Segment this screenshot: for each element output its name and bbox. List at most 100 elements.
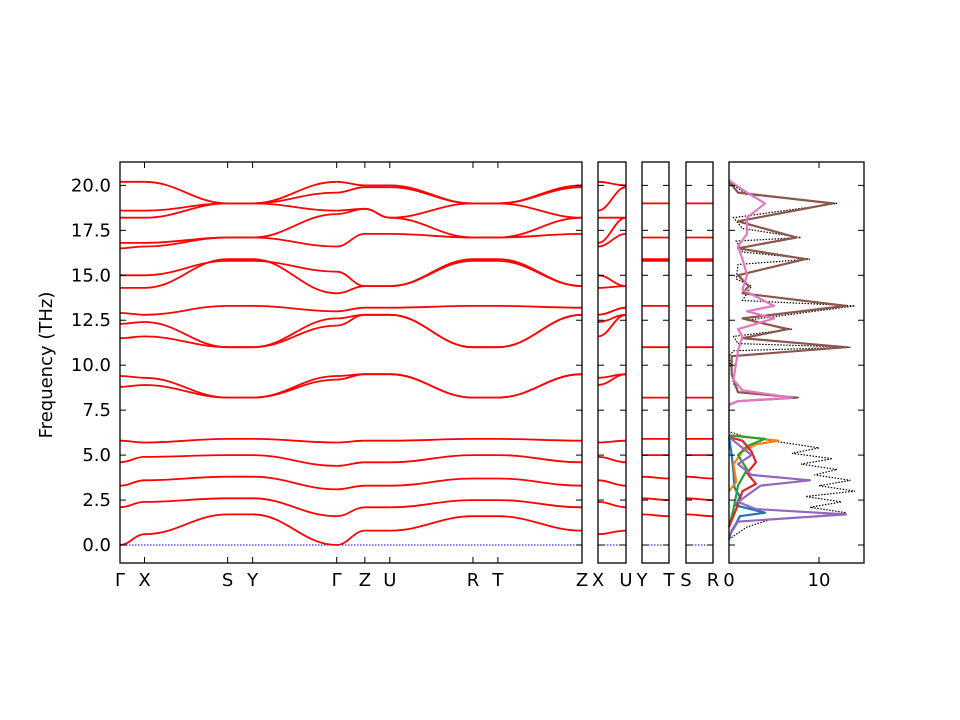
band-line bbox=[144, 376, 228, 399]
y-tick-label: 2.5 bbox=[82, 490, 111, 511]
x-tick-label: Γ bbox=[332, 570, 342, 591]
band-line bbox=[497, 477, 583, 487]
band-line bbox=[144, 513, 228, 536]
band-line bbox=[597, 306, 627, 316]
x-tick-label: Y bbox=[246, 570, 259, 591]
panel-5: 0 10 bbox=[723, 161, 865, 591]
x-tick-label: Z bbox=[576, 570, 588, 591]
band-line bbox=[144, 305, 228, 316]
panel-frame bbox=[728, 161, 865, 564]
band-line bbox=[597, 456, 627, 464]
band-line bbox=[119, 533, 145, 546]
y-tick-label: 5.0 bbox=[82, 445, 111, 466]
band-line bbox=[497, 184, 583, 205]
x-tick-label: S bbox=[222, 570, 233, 591]
band-line bbox=[497, 438, 583, 442]
band-line bbox=[389, 313, 474, 349]
x-tick-label: U bbox=[383, 570, 396, 591]
band-line bbox=[119, 312, 145, 316]
band-line bbox=[336, 180, 365, 187]
band-line bbox=[252, 324, 337, 349]
band-line bbox=[144, 454, 228, 458]
y-tick-label: 7.5 bbox=[82, 400, 111, 421]
band-line bbox=[336, 207, 365, 212]
band-line bbox=[144, 258, 228, 289]
band-line bbox=[336, 285, 365, 295]
band-line bbox=[497, 313, 583, 349]
band-line bbox=[597, 274, 627, 287]
band-line bbox=[389, 184, 474, 205]
band-line bbox=[497, 499, 583, 509]
band-line bbox=[336, 484, 365, 491]
y-tick-label: 12.5 bbox=[71, 310, 111, 331]
band-line bbox=[597, 501, 627, 509]
band-line bbox=[119, 245, 145, 250]
band-line bbox=[119, 479, 145, 487]
band-line bbox=[597, 373, 627, 379]
band-line bbox=[685, 513, 714, 518]
band-line bbox=[389, 216, 474, 239]
dos-projection-line bbox=[728, 181, 848, 406]
band-line bbox=[389, 477, 474, 487]
band-line bbox=[336, 529, 366, 546]
band-line bbox=[252, 305, 337, 313]
band-line bbox=[252, 375, 337, 399]
band-line bbox=[252, 260, 337, 273]
band-line bbox=[336, 439, 365, 444]
x-tick-label: 0 bbox=[723, 570, 734, 591]
panel-frame bbox=[597, 161, 627, 564]
band-line bbox=[597, 479, 627, 487]
band-line bbox=[597, 180, 627, 187]
x-tick-label: T bbox=[663, 570, 676, 591]
band-line bbox=[597, 186, 627, 212]
x-tick-label: Z bbox=[359, 570, 371, 591]
band-line bbox=[144, 497, 228, 503]
band-line bbox=[336, 461, 365, 467]
band-line bbox=[497, 305, 583, 309]
band-line bbox=[597, 439, 627, 444]
band-line bbox=[119, 384, 145, 388]
band-line bbox=[389, 454, 474, 464]
x-tick-label: R bbox=[467, 570, 480, 591]
band-line bbox=[597, 233, 627, 248]
band-line bbox=[364, 207, 390, 219]
panel-frame bbox=[685, 161, 714, 564]
band-line bbox=[252, 317, 337, 349]
band-line bbox=[389, 499, 474, 509]
band-line bbox=[497, 202, 583, 219]
band-line bbox=[144, 475, 228, 482]
band-line bbox=[252, 202, 337, 212]
panel-1: Γ X S Y Γ Z U R T Z0.02.55.07.510.012.515.017.520… bbox=[71, 161, 588, 591]
y-tick-label: 17.5 bbox=[71, 220, 111, 241]
y-tick-label: 0.0 bbox=[82, 535, 111, 556]
band-line bbox=[336, 306, 365, 313]
band-line bbox=[641, 513, 670, 518]
band-line bbox=[252, 497, 337, 518]
x-tick-label: X bbox=[138, 570, 150, 591]
band-line bbox=[497, 260, 583, 287]
band-line bbox=[497, 373, 583, 399]
band-line bbox=[252, 475, 337, 491]
band-line bbox=[119, 321, 145, 325]
x-tick-label: Y bbox=[636, 570, 649, 591]
band-line bbox=[252, 236, 337, 248]
band-line bbox=[252, 454, 337, 467]
band-line bbox=[336, 313, 365, 320]
band-line bbox=[389, 260, 474, 287]
band-line bbox=[144, 438, 228, 444]
x-tick-label: Γ bbox=[115, 570, 125, 591]
panels-layer: Γ X S Y Γ Z U R T Z0.02.55.07.510.012.515.017.520… bbox=[71, 161, 865, 591]
panel-frame bbox=[119, 161, 583, 564]
band-line bbox=[119, 335, 145, 340]
band-line bbox=[144, 236, 228, 244]
band-line bbox=[336, 506, 365, 518]
band-line bbox=[119, 439, 145, 444]
band-line bbox=[252, 180, 337, 205]
band-line bbox=[497, 216, 583, 239]
band-line bbox=[252, 513, 337, 546]
band-line bbox=[389, 515, 474, 532]
band-line bbox=[685, 475, 714, 480]
